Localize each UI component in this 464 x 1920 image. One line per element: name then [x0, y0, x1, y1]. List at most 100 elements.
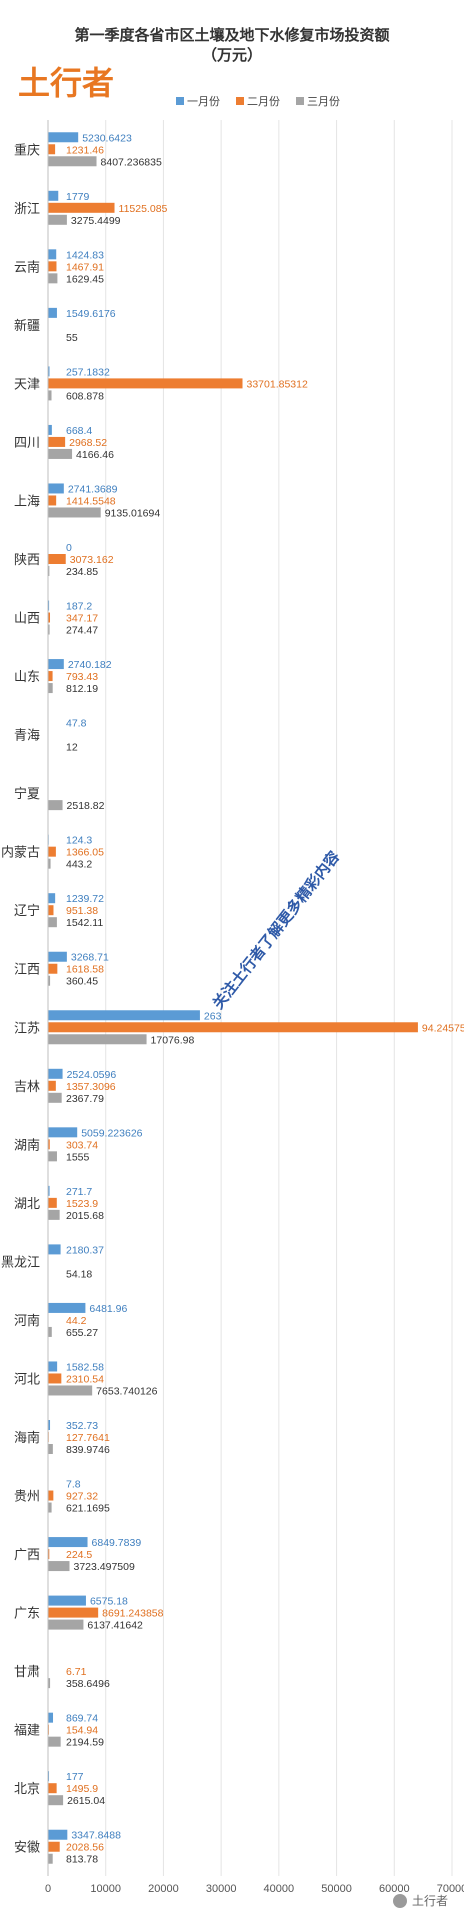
- data-label: 668.4: [66, 425, 92, 437]
- data-label: 1629.45: [66, 273, 104, 285]
- bar: [48, 893, 56, 904]
- category-label: 新疆: [14, 318, 40, 334]
- category-label: 重庆: [14, 142, 40, 158]
- data-label: 1495.9: [66, 1783, 98, 1795]
- watermark: 关注土行者了解更多精彩内容: [209, 848, 343, 1013]
- data-label: 234.85: [66, 566, 98, 578]
- data-label: 6849.7839: [92, 1537, 142, 1549]
- data-label: 17076.98: [151, 1034, 195, 1046]
- data-label: 187.2: [66, 601, 92, 613]
- data-label: 177: [66, 1771, 84, 1783]
- data-label: 793.43: [66, 671, 98, 683]
- data-label: 47.8: [66, 718, 87, 730]
- bar: [48, 1127, 78, 1138]
- bar: [48, 1010, 200, 1021]
- data-label: 1618.58: [66, 964, 104, 976]
- data-label: 927.32: [66, 1491, 98, 1503]
- bar: [48, 1420, 51, 1430]
- data-label: 2740.182: [68, 659, 112, 671]
- data-label: 2518.82: [67, 800, 105, 812]
- bar: [48, 1373, 62, 1384]
- data-label: 1779: [66, 191, 90, 203]
- category-label: 河南: [14, 1313, 40, 1329]
- bar: [48, 202, 115, 213]
- category-label: 黑龙江: [1, 1255, 40, 1270]
- category-label: 上海: [14, 494, 40, 509]
- data-label: 621.1695: [66, 1503, 110, 1515]
- category-label: 青海: [14, 729, 40, 744]
- x-tick-label: 10000: [90, 1883, 121, 1895]
- bar: [48, 261, 57, 272]
- bar: [48, 156, 97, 167]
- legend-swatch: [296, 97, 304, 105]
- data-label: 951.38: [66, 905, 98, 917]
- bar: [48, 249, 57, 260]
- data-label: 3275.4499: [71, 215, 121, 227]
- data-label: 271.7: [66, 1186, 92, 1198]
- bar: [48, 659, 64, 670]
- bar: [48, 307, 57, 318]
- data-label: 9135.01694: [105, 507, 161, 519]
- data-label: 1523.9: [66, 1198, 98, 1210]
- data-label: 2615.04: [67, 1795, 105, 1807]
- bar: [48, 975, 51, 986]
- bar: [48, 378, 243, 389]
- data-label: 2968.52: [69, 437, 107, 449]
- legend-label: 一月份: [187, 95, 220, 108]
- category-label: 广东: [14, 1607, 40, 1622]
- data-label: 6.71: [66, 1666, 87, 1678]
- category-label: 山东: [14, 670, 40, 685]
- bar: [48, 905, 54, 916]
- data-label: 347.17: [66, 613, 98, 625]
- bar: [48, 1537, 88, 1548]
- data-label: 1424.83: [66, 249, 104, 261]
- bar: [48, 566, 50, 576]
- data-label: 655.27: [66, 1327, 98, 1339]
- bar: [48, 858, 51, 869]
- bar: [48, 1444, 53, 1454]
- data-label: 0: [66, 542, 72, 554]
- bar: [48, 1549, 50, 1560]
- data-label: 124.3: [66, 835, 92, 847]
- category-label: 北京: [14, 1782, 40, 1797]
- data-label: 1366.05: [66, 847, 104, 859]
- bar: [48, 1209, 60, 1220]
- data-label: 608.878: [66, 390, 104, 402]
- data-label: 1542.11: [66, 917, 103, 929]
- data-label: 1555: [66, 1151, 90, 1163]
- category-label: 辽宁: [14, 903, 40, 919]
- bar: [48, 1326, 52, 1337]
- bar: [48, 1502, 52, 1513]
- bar: [48, 448, 73, 459]
- data-label: 2310.54: [66, 1373, 104, 1385]
- data-label: 1414.5548: [66, 495, 116, 507]
- chart-grid: [47, 120, 453, 1876]
- data-label: 7.8: [66, 1479, 81, 1491]
- x-axis: 0 10000 20000 30000 40000 50000 60000 70000: [45, 120, 464, 1895]
- watermark-text: 关注土行者了解更多精彩内容: [209, 848, 343, 1013]
- bar: [48, 554, 66, 564]
- bar: [48, 424, 52, 435]
- bar: [48, 1490, 54, 1501]
- chart-title-line1: 第一季度各省市区土壤及地下水修复市场投资额: [74, 26, 389, 44]
- category-label: 福建: [14, 1724, 40, 1739]
- data-label: 3268.71: [71, 952, 109, 964]
- category-label: 内蒙古: [1, 845, 40, 861]
- data-label: 1549.6176: [66, 308, 116, 320]
- category-label: 云南: [14, 259, 40, 275]
- data-label: 224.5: [66, 1549, 92, 1561]
- category-label: 宁夏: [14, 786, 40, 802]
- bar: [48, 1022, 418, 1033]
- data-label: 1357.3096: [66, 1081, 116, 1093]
- bar: [48, 963, 58, 974]
- bar: [48, 1771, 50, 1782]
- bar: [48, 1783, 57, 1794]
- data-label: 2015.68: [66, 1210, 104, 1222]
- brand-logo: 土行者: [18, 64, 114, 102]
- data-label: 8407.236835: [101, 156, 162, 168]
- corner-brand-text: 土行者: [412, 1894, 448, 1908]
- x-tick-label: 60000: [379, 1883, 410, 1895]
- category-label: 江西: [14, 963, 40, 978]
- data-label: 358.6496: [66, 1678, 110, 1690]
